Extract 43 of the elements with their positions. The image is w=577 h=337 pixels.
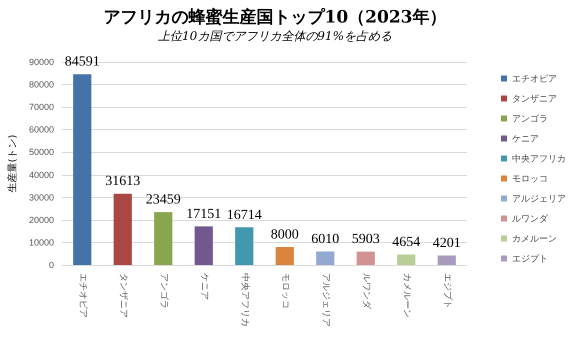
data-label: 16714 <box>226 208 262 223</box>
legend-label: エジプト <box>512 254 548 264</box>
y-tick-label: 70000 <box>28 102 54 112</box>
y-tick-label: 50000 <box>28 147 54 158</box>
legend-label: カメルーン <box>512 234 557 244</box>
x-tick-label: カメルーン <box>401 273 412 318</box>
y-tick-label: 30000 <box>28 192 54 202</box>
data-label: 4654 <box>392 235 420 250</box>
legend-label: アンゴラ <box>512 114 548 124</box>
legend-label: アルジェリア <box>512 194 566 204</box>
data-label: 84591 <box>64 54 100 70</box>
x-tick-label: モロッコ <box>280 273 290 309</box>
x-tick-label: 中央アフリカ <box>239 273 250 327</box>
data-label: 5903 <box>352 232 380 248</box>
legend-label: ケニア <box>512 134 539 144</box>
chart-title: アフリカの蜂蜜生産国トップ10（2023年） <box>104 6 446 28</box>
y-tick-label: 40000 <box>28 170 54 180</box>
x-tick-label: ルワンダ <box>360 273 372 310</box>
legend-label: ルワンダ <box>512 214 549 224</box>
legend-label: エチオピア <box>512 74 557 84</box>
data-label: 31613 <box>105 174 140 190</box>
data-label: 23459 <box>146 192 181 208</box>
data-label: 8000 <box>270 227 299 242</box>
x-tick-label: エチオピア <box>77 273 88 318</box>
x-tick-label: ケニア <box>198 273 209 300</box>
y-tick-label: 90000 <box>28 57 54 67</box>
data-label: 4201 <box>432 236 461 252</box>
chart-subtitle: 上位10カ国でアフリカ全体の91%を占める <box>158 29 392 43</box>
x-tick-label: エジプト <box>442 273 453 309</box>
y-tick-label: 20000 <box>28 214 54 225</box>
x-tick-label: タンザニア <box>118 273 129 318</box>
data-label: 17151 <box>186 206 222 222</box>
y-tick-label: 10000 <box>28 237 54 248</box>
y-axis-title: 生産量(トン) <box>6 134 18 192</box>
y-tick-label: 60000 <box>28 124 54 135</box>
legend-label: モロッコ <box>512 174 548 184</box>
y-tick-label: 0 <box>48 260 54 270</box>
y-tick-label: 80000 <box>28 80 54 90</box>
x-tick-label: アンゴラ <box>158 273 170 309</box>
legend-label: 中央アフリカ <box>512 154 566 164</box>
data-label: 6010 <box>311 232 340 247</box>
x-tick-label: アルジェリア <box>320 273 330 327</box>
legend-label: タンザニア <box>512 94 557 104</box>
